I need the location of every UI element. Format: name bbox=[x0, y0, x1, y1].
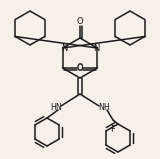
Text: O: O bbox=[77, 63, 84, 73]
Text: HN: HN bbox=[50, 103, 62, 111]
Text: O: O bbox=[76, 63, 83, 73]
Text: N: N bbox=[61, 44, 67, 53]
Text: F: F bbox=[110, 125, 115, 135]
Text: NH: NH bbox=[98, 103, 110, 111]
Text: N: N bbox=[93, 44, 99, 53]
Text: O: O bbox=[77, 17, 83, 26]
